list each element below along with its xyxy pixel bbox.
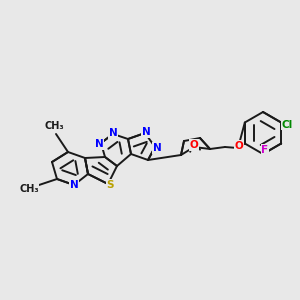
Text: N: N — [70, 180, 78, 190]
Text: N: N — [153, 143, 161, 153]
Text: N: N — [142, 127, 150, 137]
Text: O: O — [190, 140, 198, 150]
Text: N: N — [94, 139, 103, 149]
Text: CH₃: CH₃ — [44, 121, 64, 131]
Text: Cl: Cl — [282, 119, 293, 130]
Text: CH₃: CH₃ — [19, 184, 39, 194]
Text: O: O — [235, 141, 243, 151]
Text: F: F — [261, 145, 268, 155]
Text: N: N — [109, 128, 117, 138]
Text: S: S — [106, 180, 114, 190]
